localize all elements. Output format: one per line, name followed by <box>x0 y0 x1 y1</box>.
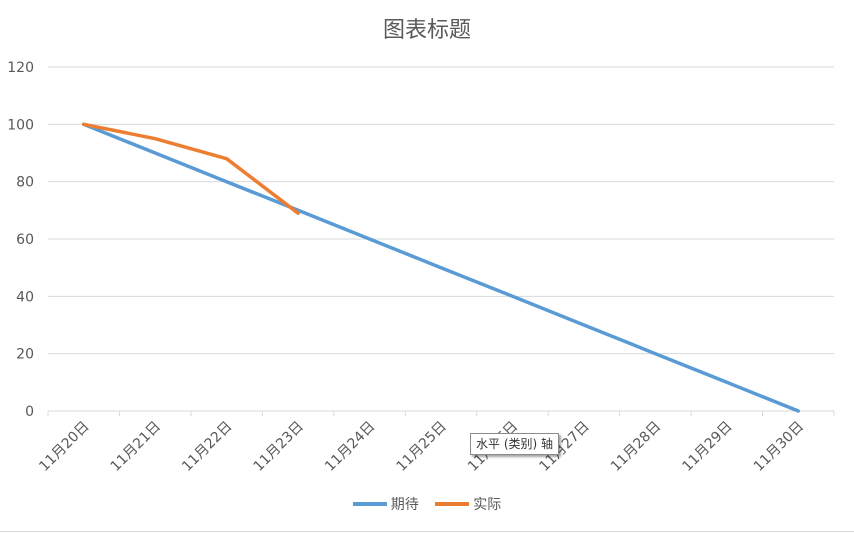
x-tick-label: 11月29日 <box>679 419 735 475</box>
x-tick-label: 11月22日 <box>179 419 235 475</box>
axis-tooltip: 水平 (类别) 轴 <box>470 433 559 455</box>
legend-swatch-actual <box>435 502 470 506</box>
y-axis-tick-labels: 0 20 40 60 80 100 120 <box>7 60 34 420</box>
series-line-0[interactable] <box>81 122 801 413</box>
series-lines <box>81 122 801 413</box>
legend: 期待 实际 <box>0 494 854 514</box>
legend-swatch-expected <box>352 502 387 506</box>
series-line-1[interactable] <box>81 122 300 215</box>
x-axis[interactable] <box>47 410 835 416</box>
legend-item-actual[interactable]: 实际 <box>435 494 501 514</box>
x-tick-label: 11月20日 <box>36 419 92 475</box>
y-tick-label: 120 <box>7 60 34 76</box>
x-tick-label: 11月28日 <box>608 419 664 475</box>
y-tick-label: 60 <box>16 232 34 248</box>
legend-label-actual: 实际 <box>473 497 502 513</box>
legend-item-expected[interactable]: 期待 <box>352 494 419 514</box>
legend-label-expected: 期待 <box>390 497 419 513</box>
y-tick-label: 80 <box>16 175 34 191</box>
x-tick-label: 11月25日 <box>394 419 450 475</box>
x-tick-label: 11月30日 <box>751 419 807 475</box>
x-tick-label: 11月24日 <box>322 419 378 475</box>
y-tick-label: 40 <box>16 289 34 305</box>
chart-border <box>0 531 854 532</box>
y-tick-label: 0 <box>25 404 34 420</box>
x-axis-tick-labels: 11月20日 11月21日 11月22日 11月23日 11月24日 11月25日 11月2… <box>36 419 807 475</box>
y-tick-label: 20 <box>16 347 34 363</box>
y-tick-label: 100 <box>7 117 34 133</box>
gridlines <box>48 66 834 355</box>
x-tick-label: 11月21日 <box>108 419 164 475</box>
chart-title: 图表标题 <box>383 18 471 43</box>
x-tick-label: 11月23日 <box>251 419 307 475</box>
